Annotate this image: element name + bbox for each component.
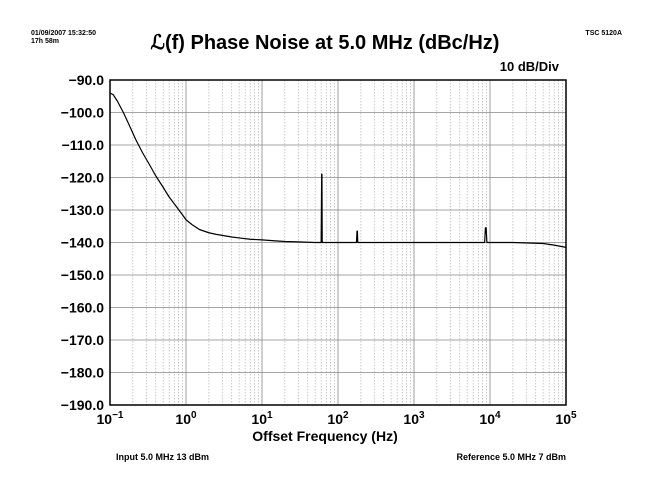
instrument-label: TSC 5120A [585,30,622,37]
y-tick-label: −90.0 [69,72,105,88]
y-tick-label: −180.0 [61,365,104,381]
x-tick-label: 102 [327,410,349,427]
x-tick-label: 104 [479,410,501,427]
chart-title: ℒ(f) Phase Noise at 5.0 MHz (dBc/Hz) [150,32,500,54]
x-tick-label: 10−1 [97,410,124,427]
x-axis-title: Offset Frequency (Hz) [252,428,398,444]
y-tick-label: −190.0 [61,397,104,413]
x-tick-label: 100 [175,410,197,427]
input-info: Input 5.0 MHz 13 dBm [116,452,210,462]
scale-label: 10 dB/Div [499,59,559,74]
x-tick-label: 103 [403,410,425,427]
y-tick-label: −100.0 [61,105,104,121]
y-tick-label: −130.0 [61,202,104,218]
y-tick-label: −110.0 [62,137,105,153]
y-axis-labels: −90.0 −100.0 −110.0 −120.0 −130.0 −140.0 −150.… [61,72,104,413]
timestamp: 01/09/2007 15:32:50 [31,30,96,37]
y-tick-label: −140.0 [61,235,104,251]
y-tick-label: −120.0 [61,170,104,186]
x-tick-label: 101 [251,410,273,427]
series-group [109,92,567,248]
phase-noise-trace [109,92,567,248]
plot-frame [109,79,567,406]
y-tick-label: −150.0 [61,267,104,283]
x-tick-label: 105 [555,410,577,427]
y-tick-label: −160.0 [61,300,104,316]
reference-info: Reference 5.0 MHz 7 dBm [456,452,566,462]
y-tick-label: −170.0 [61,332,104,348]
elapsed-time: 17h 58m [31,38,60,45]
x-axis-labels: 10−1 100 101 102 103 104 105 [97,410,578,427]
